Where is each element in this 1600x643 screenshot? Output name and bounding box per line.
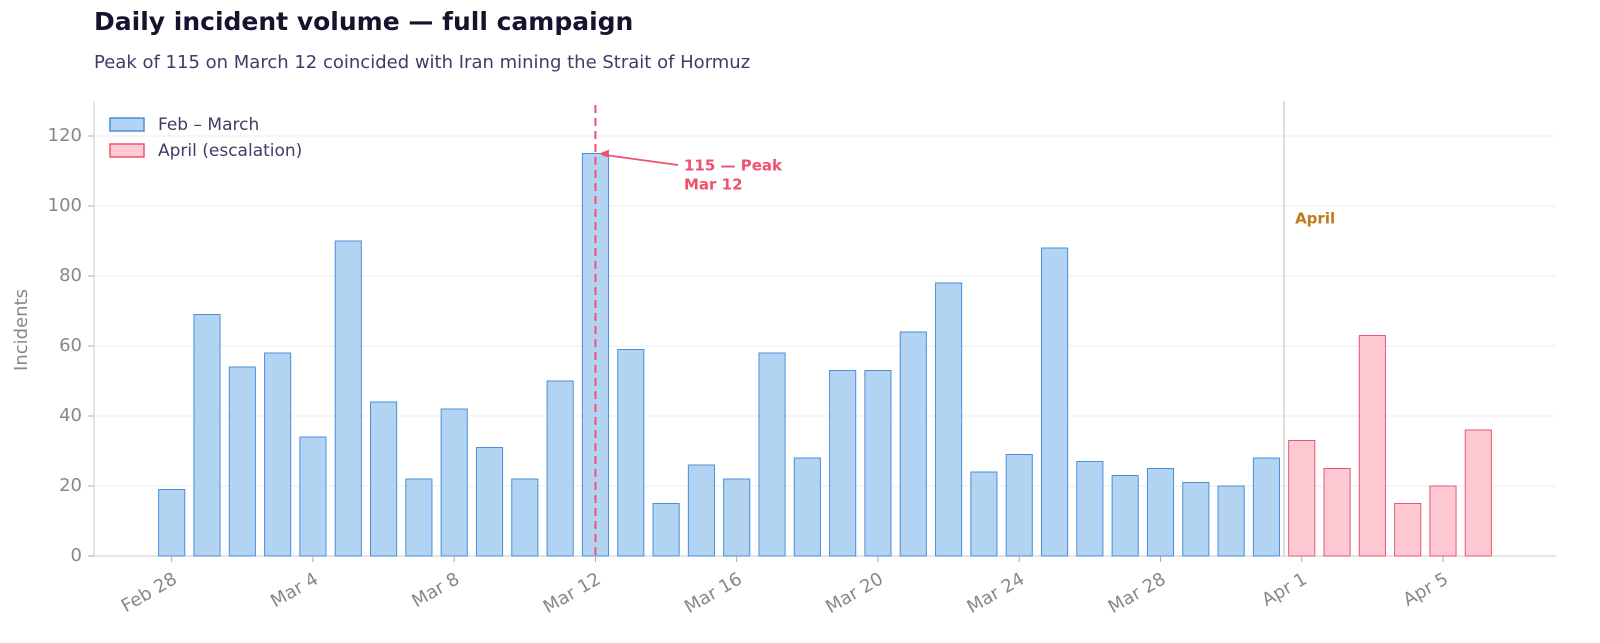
legend-label: April (escalation) bbox=[158, 141, 302, 161]
y-tick-label: 40 bbox=[59, 405, 82, 426]
bar bbox=[475, 447, 504, 557]
bar bbox=[370, 401, 398, 557]
bar bbox=[440, 408, 468, 557]
bar bbox=[228, 366, 256, 557]
bar bbox=[264, 352, 292, 557]
bar bbox=[1288, 440, 1316, 557]
bar bbox=[1394, 503, 1422, 557]
y-tick-label: 80 bbox=[59, 265, 82, 286]
peak-annotation: Mar 12 bbox=[684, 176, 743, 194]
x-tick-label: Feb 28 bbox=[118, 568, 181, 616]
bar bbox=[1217, 485, 1245, 557]
x-tick-label: Mar 28 bbox=[1105, 568, 1170, 617]
bar bbox=[899, 331, 927, 557]
y-tick-label: 100 bbox=[48, 195, 82, 216]
chart-title: Daily incident volume — full campaign bbox=[94, 7, 633, 36]
peak-arrow bbox=[601, 153, 679, 166]
x-tick-label: Mar 24 bbox=[964, 568, 1029, 617]
bar bbox=[334, 240, 362, 557]
y-tick-label: 0 bbox=[71, 545, 82, 566]
x-tick-label: Mar 8 bbox=[408, 568, 463, 612]
peak-arrow-head bbox=[599, 149, 610, 158]
bar bbox=[1005, 454, 1033, 557]
bar bbox=[1323, 468, 1351, 557]
y-tick-label: 20 bbox=[59, 475, 82, 496]
april-label: April bbox=[1295, 210, 1335, 228]
bar bbox=[1076, 461, 1104, 557]
bar bbox=[1358, 335, 1386, 557]
bar bbox=[193, 314, 221, 557]
bar bbox=[1252, 457, 1280, 557]
legend-swatch bbox=[109, 143, 145, 158]
bar bbox=[1429, 485, 1457, 557]
bar bbox=[758, 352, 786, 557]
bar bbox=[511, 478, 539, 557]
bar bbox=[1182, 482, 1210, 557]
bar bbox=[687, 464, 715, 557]
x-tick-label: Apr 1 bbox=[1258, 568, 1310, 610]
bar bbox=[546, 380, 574, 557]
y-tick-label: 60 bbox=[59, 335, 82, 356]
bar bbox=[1146, 468, 1175, 557]
bar bbox=[158, 489, 186, 557]
peak-annotation: 115 — Peak bbox=[684, 157, 783, 175]
legend-swatch bbox=[109, 117, 145, 132]
bar bbox=[405, 478, 433, 557]
x-tick-label: Mar 16 bbox=[681, 568, 746, 617]
legend-label: Feb – March bbox=[158, 115, 259, 135]
x-tick-label: Mar 20 bbox=[822, 568, 887, 617]
x-tick-label: Mar 12 bbox=[540, 568, 605, 617]
bar bbox=[617, 349, 645, 557]
y-axis-label: Incidents bbox=[11, 289, 32, 371]
bar bbox=[299, 436, 327, 557]
bar bbox=[723, 478, 751, 557]
bar bbox=[793, 457, 821, 557]
bar bbox=[1111, 475, 1139, 557]
chart-subtitle: Peak of 115 on March 12 coincided with I… bbox=[94, 52, 750, 73]
y-tick-label: 120 bbox=[48, 125, 82, 146]
bar bbox=[1040, 247, 1069, 557]
bar bbox=[935, 282, 963, 557]
bar bbox=[1464, 429, 1492, 557]
bar bbox=[652, 503, 680, 557]
bar bbox=[970, 471, 998, 557]
x-tick-label: Apr 5 bbox=[1400, 568, 1452, 610]
bar bbox=[864, 370, 892, 557]
bar bbox=[829, 370, 857, 557]
x-tick-label: Mar 4 bbox=[267, 568, 322, 612]
